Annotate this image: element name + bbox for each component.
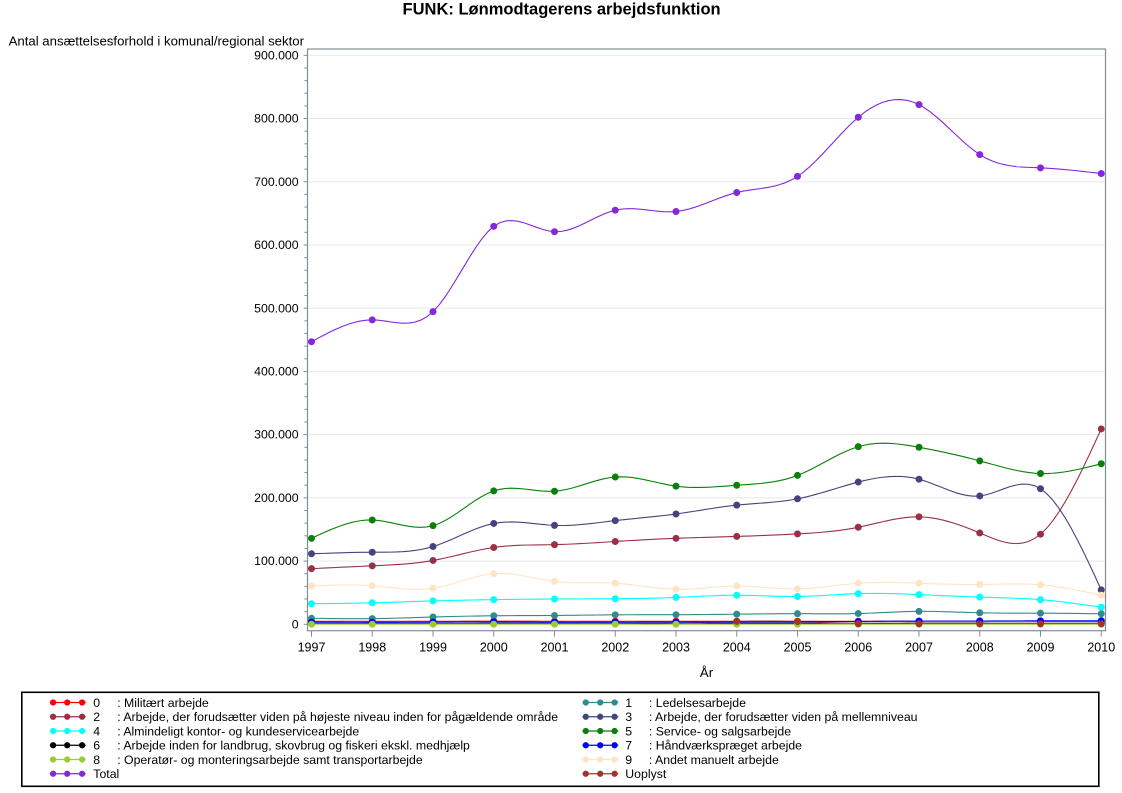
svg-text:2004: 2004 — [723, 641, 751, 655]
svg-text:2003: 2003 — [662, 641, 690, 655]
svg-text:700.000: 700.000 — [254, 175, 299, 189]
svg-text:År: År — [700, 665, 714, 680]
svg-text:: Operatør- og monteringsarbej: : Operatør- og monteringsarbejde samt tr… — [117, 753, 423, 767]
svg-text:1997: 1997 — [298, 641, 326, 655]
svg-text:900.000: 900.000 — [254, 48, 299, 62]
svg-text:0: 0 — [292, 617, 299, 631]
svg-text:2010: 2010 — [1087, 641, 1115, 655]
svg-text:8: 8 — [93, 753, 100, 767]
svg-text:1999: 1999 — [419, 641, 447, 655]
svg-text:: Håndværkspræget arbejde: : Håndværkspræget arbejde — [649, 739, 802, 753]
svg-text:: Andet manuelt arbejde: : Andet manuelt arbejde — [649, 753, 779, 767]
svg-text:Antal ansættelsesforhold i kom: Antal ansættelsesforhold i komunal/regio… — [9, 33, 305, 48]
svg-text:FUNK: Lønmodtagerens arbejdsfu: FUNK: Lønmodtagerens arbejdsfunktion — [403, 1, 721, 19]
svg-text:9: 9 — [625, 753, 632, 767]
svg-text:2001: 2001 — [541, 641, 569, 655]
svg-text:400.000: 400.000 — [254, 365, 299, 379]
svg-text:2009: 2009 — [1027, 641, 1055, 655]
svg-text:2008: 2008 — [966, 641, 994, 655]
svg-text:: Arbejde, der forudsætter vid: : Arbejde, der forudsætter viden på høje… — [117, 710, 558, 724]
svg-text:5: 5 — [625, 724, 632, 738]
svg-text:: Service- og salgsarbejde: : Service- og salgsarbejde — [649, 724, 791, 738]
svg-text:Uoplyst: Uoplyst — [625, 767, 667, 781]
svg-text:0: 0 — [93, 696, 100, 710]
svg-text:: Militært arbejde: : Militært arbejde — [117, 696, 209, 710]
svg-text:1: 1 — [625, 696, 632, 710]
svg-text:2002: 2002 — [601, 641, 629, 655]
svg-text:4: 4 — [93, 724, 100, 738]
svg-text:100.000: 100.000 — [254, 554, 299, 568]
svg-text:6: 6 — [93, 739, 100, 753]
svg-text:2: 2 — [93, 710, 100, 724]
svg-text:1998: 1998 — [358, 641, 386, 655]
svg-text:200.000: 200.000 — [254, 491, 299, 505]
svg-text:2005: 2005 — [784, 641, 812, 655]
svg-text:2007: 2007 — [905, 641, 933, 655]
svg-text:7: 7 — [625, 739, 632, 753]
svg-text:: Ledelsesarbejde: : Ledelsesarbejde — [649, 696, 746, 710]
svg-text:300.000: 300.000 — [254, 428, 299, 442]
svg-text:3: 3 — [625, 710, 632, 724]
svg-text:600.000: 600.000 — [254, 238, 299, 252]
svg-text:Total: Total — [93, 767, 119, 781]
svg-text:800.000: 800.000 — [254, 112, 299, 126]
svg-text:500.000: 500.000 — [254, 301, 299, 315]
svg-text:: Almindeligt kontor- og kunde: : Almindeligt kontor- og kundeservicearb… — [117, 724, 359, 738]
svg-text:2006: 2006 — [844, 641, 872, 655]
svg-text:: Arbejde inden for landbrug,: : Arbejde inden for landbrug, skovbrug o… — [117, 739, 470, 753]
svg-text:2000: 2000 — [480, 641, 508, 655]
svg-text:: Arbejde, der forudsætter vid: : Arbejde, der forudsætter viden på mell… — [649, 710, 918, 724]
